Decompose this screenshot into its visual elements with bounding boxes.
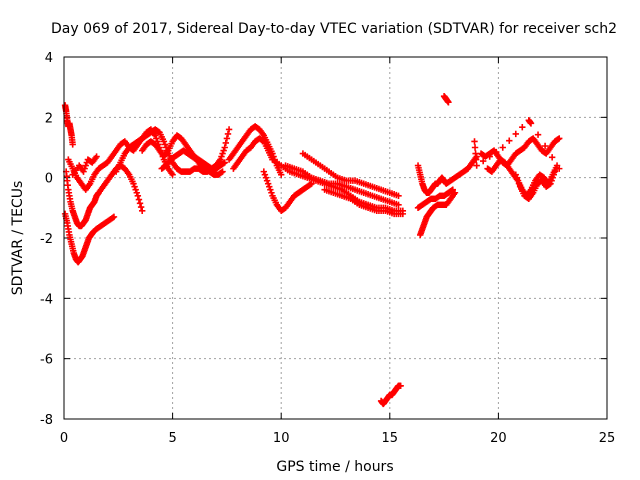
series-evening-band-2 bbox=[282, 162, 401, 208]
data-point bbox=[472, 144, 478, 150]
y-tick-label: 2 bbox=[45, 111, 53, 126]
x-axis-label: GPS time / hours bbox=[276, 459, 393, 475]
y-tick-label: -2 bbox=[40, 232, 53, 247]
y-tick-label: -6 bbox=[40, 353, 53, 368]
x-tick-label: 15 bbox=[382, 431, 399, 446]
data-point bbox=[519, 124, 525, 130]
chart: Day 069 of 2017, Sidereal Day-to-day VTE… bbox=[0, 0, 640, 480]
data-point bbox=[226, 126, 232, 132]
axis-ticks: 0 5 10 15 20 25 -8 -6 -4 -2 0 2 4 bbox=[40, 51, 615, 446]
data-point bbox=[513, 131, 519, 137]
data-point bbox=[500, 144, 506, 150]
data-point bbox=[223, 140, 229, 146]
series-early-lower bbox=[62, 211, 117, 266]
y-tick-label: -8 bbox=[40, 413, 53, 428]
series-evening-band-3 bbox=[300, 150, 402, 199]
data-point bbox=[139, 208, 145, 214]
x-tick-label: 0 bbox=[60, 431, 68, 446]
x-tick-label: 5 bbox=[168, 431, 176, 446]
data-point bbox=[225, 131, 231, 137]
y-tick-label: 0 bbox=[45, 172, 53, 187]
y-tick-label: 4 bbox=[45, 51, 53, 66]
series-night-outlier bbox=[441, 93, 452, 105]
series-late-group-1 bbox=[478, 135, 563, 169]
y-tick-label: -4 bbox=[40, 292, 53, 307]
chart-title: Day 069 of 2017, Sidereal Day-to-day VTE… bbox=[51, 21, 617, 37]
series-late-sparse bbox=[471, 117, 562, 172]
data-point bbox=[471, 138, 477, 144]
x-tick-label: 20 bbox=[490, 431, 507, 446]
data-point bbox=[224, 135, 230, 141]
data-point bbox=[137, 200, 143, 206]
data-point bbox=[138, 204, 144, 210]
series-outlier-low bbox=[378, 383, 404, 408]
x-tick-label: 10 bbox=[273, 431, 290, 446]
data-point bbox=[136, 196, 142, 202]
series-late-group-3 bbox=[513, 168, 558, 202]
data-point bbox=[535, 131, 541, 137]
y-axis-label: SDTVAR / TECUs bbox=[10, 181, 26, 296]
grid bbox=[64, 57, 607, 419]
data-point bbox=[506, 138, 512, 144]
series-night-group-1 bbox=[415, 153, 480, 196]
data-point bbox=[549, 154, 555, 160]
data-points bbox=[62, 93, 563, 407]
x-tick-label: 25 bbox=[599, 431, 616, 446]
